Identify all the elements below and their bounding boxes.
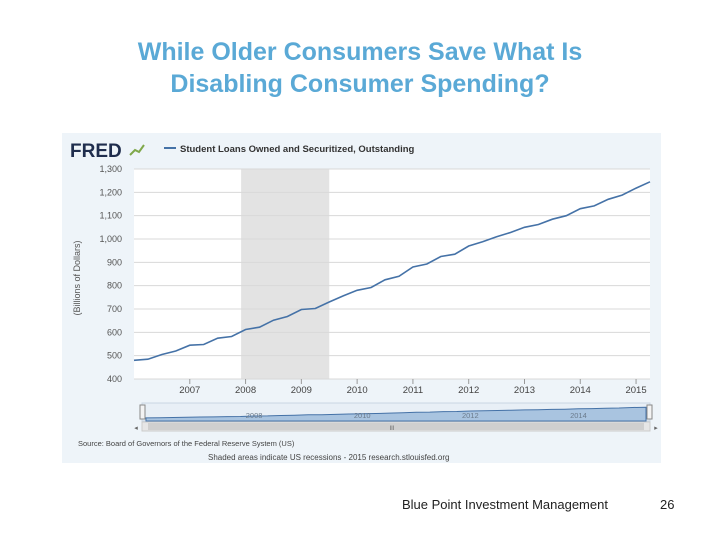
x-tick-label: 2009 (291, 385, 312, 396)
navigator-label: 2012 (462, 411, 479, 420)
y-tick-label: 800 (107, 281, 122, 291)
y-tick-label: 600 (107, 327, 122, 337)
page-number: 26 (660, 497, 675, 512)
x-tick-label: 2008 (235, 385, 256, 396)
scrollbar-grip: III (389, 426, 394, 432)
scrollbar-thumb[interactable] (148, 423, 644, 430)
y-tick-label: 500 (107, 351, 122, 361)
footer-company: Blue Point Investment Management (402, 497, 608, 512)
scrollbar-left-arrow-icon[interactable]: ◂ (134, 425, 138, 432)
recession-shade (241, 169, 330, 379)
navigator-label: 2014 (570, 411, 587, 420)
recession-note: Shaded areas indicate US recessions - 20… (208, 453, 449, 462)
navigator-left-handle[interactable] (139, 404, 146, 420)
navigator-right-handle[interactable] (646, 404, 653, 420)
slide-title: While Older Consumers Save What Is Disab… (0, 36, 720, 100)
x-tick-label: 2013 (514, 385, 535, 396)
y-tick-label: 1,200 (99, 187, 122, 197)
fred-chart: 1,300 1,200 1,100 1,000 900 800 700 600 500 400 2… (62, 133, 661, 463)
x-tick-label: 2015 (625, 385, 646, 396)
x-tick-label: 2010 (347, 385, 368, 396)
y-axis-label: (Billions of Dollars) (72, 240, 82, 315)
navigator-area (145, 406, 647, 422)
slide-title-line-2: Disabling Consumer Spending? (170, 70, 550, 98)
y-tick-label: 900 (107, 257, 122, 267)
series-line (133, 181, 651, 362)
x-tick-label: 2011 (403, 385, 423, 396)
fred-logo-mark-icon (129, 144, 145, 156)
x-tick-label: 2007 (179, 385, 200, 396)
y-tick-label: 1,000 (99, 234, 122, 244)
navigator-label: 2008 (246, 411, 263, 420)
chart-svg: 1,300 1,200 1,100 1,000 900 800 700 600 500 400 2… (62, 133, 661, 463)
source-text: Source: Board of Governors of the Federa… (78, 439, 295, 448)
y-tick-label: 1,100 (99, 211, 122, 221)
plot-area (134, 169, 650, 379)
y-tick-label: 700 (107, 304, 122, 314)
slide-title-line-1: While Older Consumers Save What Is (137, 38, 583, 66)
x-tick-label: 2014 (570, 385, 591, 396)
y-tick-label: 1,300 (99, 164, 122, 174)
y-tick-label: 400 (107, 374, 122, 384)
navigator-label: 2010 (354, 411, 371, 420)
fred-logo: FRED (70, 141, 122, 162)
legend-label: Student Loans Owned and Securitized, Out… (180, 144, 415, 155)
scrollbar-right-arrow-icon[interactable]: ▸ (654, 425, 658, 432)
x-tick-label: 2012 (458, 385, 479, 396)
